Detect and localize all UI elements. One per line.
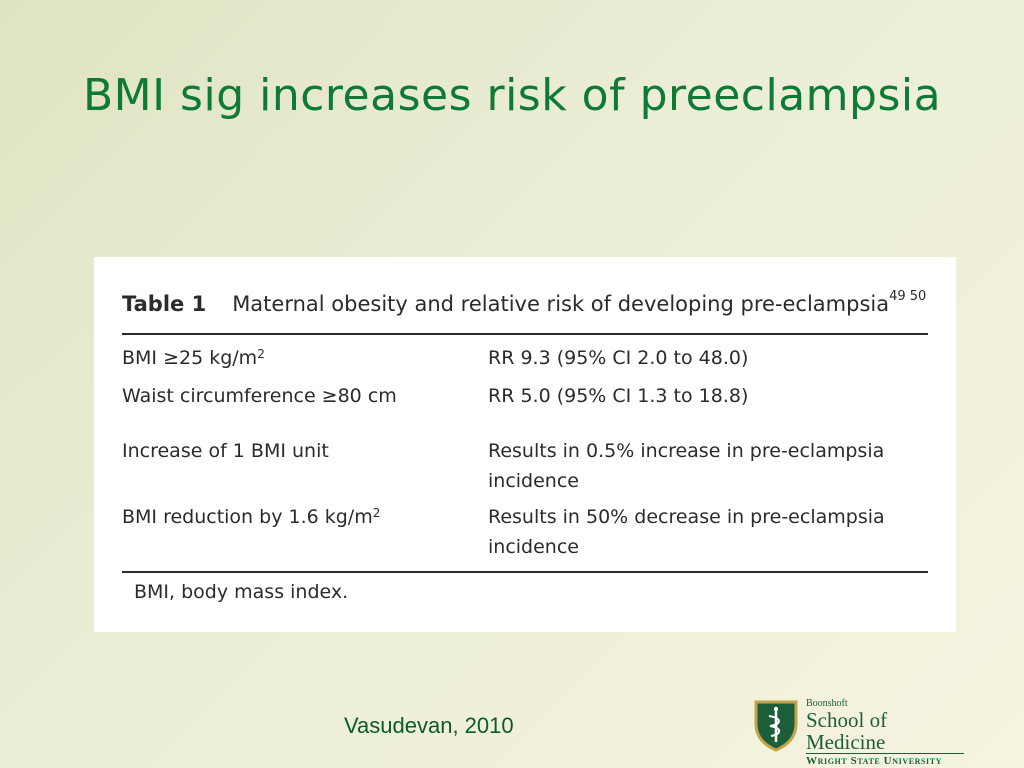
slide-title: BMI sig increases risk of preeclampsia xyxy=(82,70,942,121)
table-caption-refs: 49 50 xyxy=(889,289,927,304)
row-label-sup: 2 xyxy=(257,347,265,361)
row-value: Results in 50% decrease in pre-eclampsia xyxy=(488,506,885,528)
citation: Vasudevan, 2010 xyxy=(344,713,514,738)
logo-line1: Boonshoft xyxy=(806,698,848,709)
row-value: RR 5.0 (95% CI 1.3 to 18.8) xyxy=(488,385,749,407)
shield-icon xyxy=(754,700,798,752)
table-footnote: BMI, body mass index. xyxy=(134,581,349,603)
row-label: Waist circumference ≥80 cm xyxy=(122,385,397,407)
row-value-line2: incidence xyxy=(488,470,579,492)
row-value-line2: incidence xyxy=(488,536,579,558)
school-logo: Boonshoft School of Medicine Wright Stat… xyxy=(752,698,964,767)
row-label: Increase of 1 BMI unit xyxy=(122,440,329,462)
row-label-sup: 2 xyxy=(372,506,381,520)
table-bottom-rule xyxy=(122,571,928,573)
row-label: BMI reduction by 1.6 kg/m xyxy=(122,506,373,528)
logo-line2: School of Medicine xyxy=(806,708,888,754)
row-value: RR 9.3 (95% CI 2.0 to 48.0) xyxy=(488,347,749,369)
row-value: Results in 0.5% increase in pre-eclampsi… xyxy=(488,440,885,462)
table-number: Table 1 xyxy=(122,292,207,316)
table-top-rule xyxy=(122,333,928,335)
table-caption: Table 1 Maternal obesity and relative ris… xyxy=(122,289,928,322)
table-panel: Table 1 Maternal obesity and relative ris… xyxy=(94,257,956,632)
logo-line3: Wright State University xyxy=(806,753,964,768)
row-label: BMI ≥25 kg/m xyxy=(122,347,258,369)
table-caption-text: Maternal obesity and relative risk of de… xyxy=(232,292,890,316)
